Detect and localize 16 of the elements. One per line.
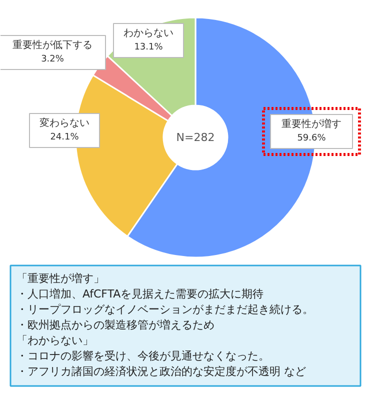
text: ・欧州拠点からの製造移管が増えるため <box>16 318 214 332</box>
slice-label: わからない <box>124 28 174 39</box>
data-label: 59.6% <box>297 134 326 144</box>
text: ・リープフロッグなイノベーションがまだまだ起き続ける。 <box>16 303 314 316</box>
slice-label: 重要性が増す <box>282 118 342 130</box>
text: N=282 <box>176 131 215 144</box>
data-label: 13.1% <box>134 42 164 52</box>
text: ・アフリカ諸国の経済状況と政治的な安定度が不透明 など <box>16 365 306 378</box>
data-label: 24.1% <box>50 132 80 142</box>
slice-label: 重要性が低下する <box>12 39 92 51</box>
slice-label: 変わらない <box>40 117 90 129</box>
text: 「重要性が増す」 <box>16 272 104 285</box>
text: 「わからない」 <box>16 334 94 347</box>
text: ・人口増加、AfCFTAを見据えた需要の拡大に期待 <box>16 288 264 300</box>
text: ・コロナの影響を受け、今後が見通せなくなった。 <box>16 350 270 362</box>
data-label: 3.2% <box>41 54 64 64</box>
